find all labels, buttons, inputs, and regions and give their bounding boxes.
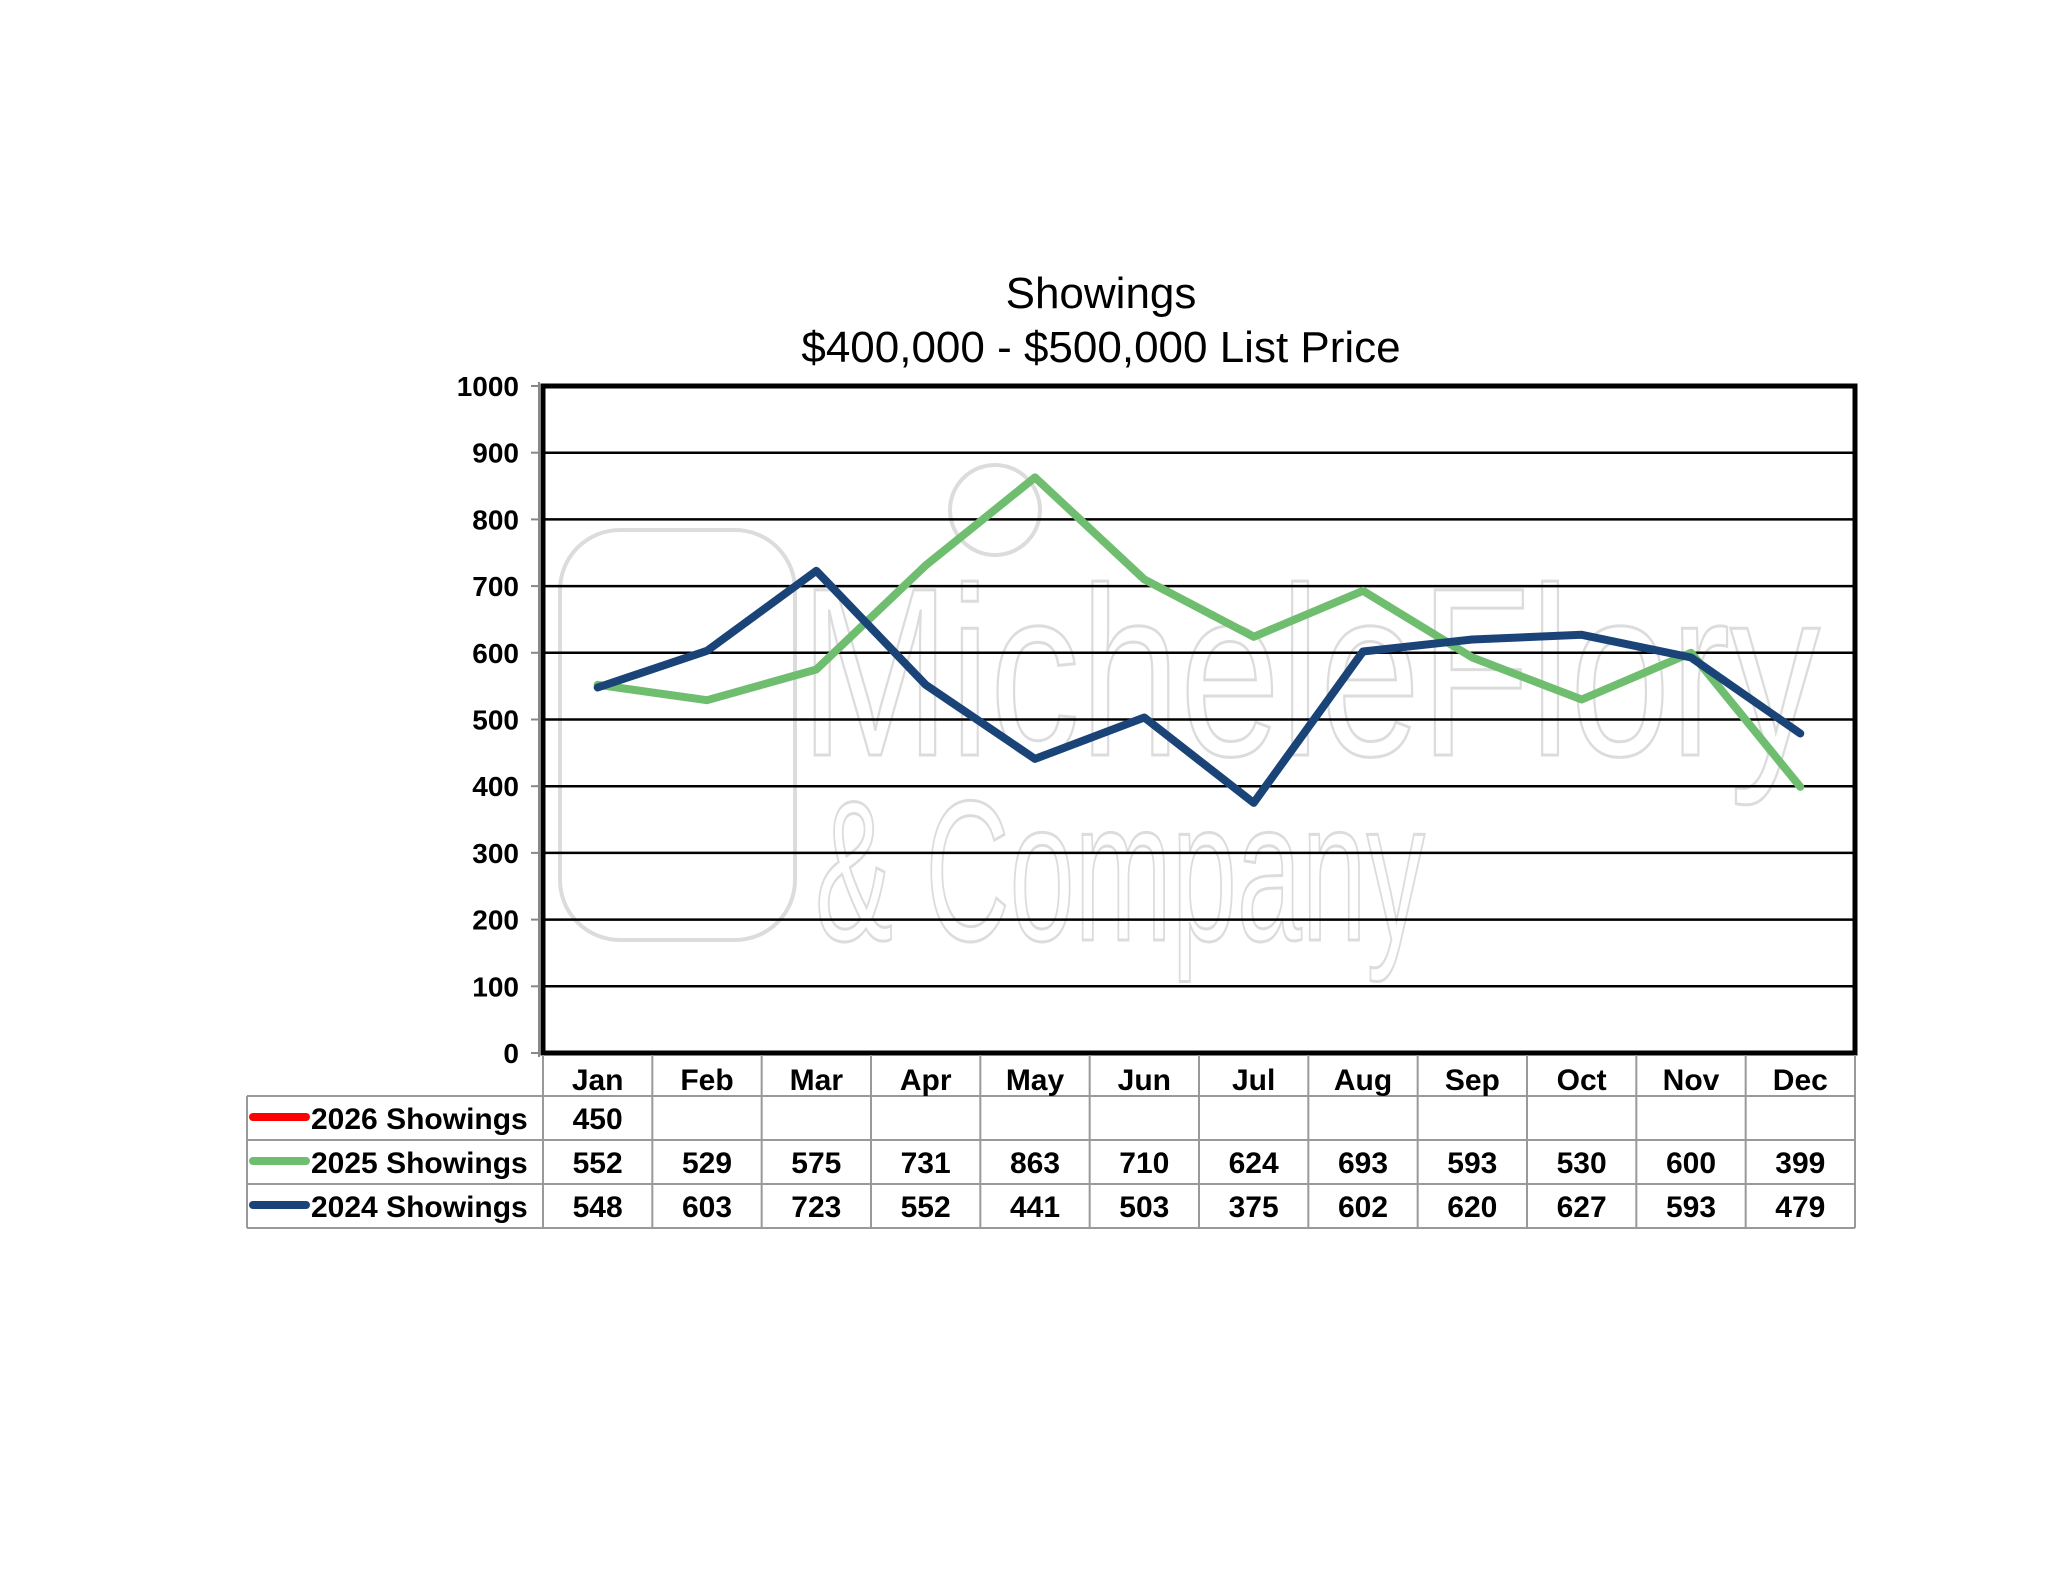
table-cell-value: 552: [901, 1191, 951, 1224]
plot-area-border: [540, 383, 1858, 1056]
series-line-2024-showings: [593, 566, 1805, 807]
x-category-label: May: [1006, 1064, 1065, 1097]
legend-series-label: 2026 Showings: [311, 1103, 528, 1136]
x-category-label: Nov: [1663, 1064, 1720, 1097]
watermark-seal-shape: [948, 463, 1042, 557]
table-cell-value: 600: [1666, 1147, 1716, 1180]
chart-subtitle: $400,000 - $500,000 List Price: [801, 323, 1400, 372]
table-cell-value: 624: [1229, 1147, 1279, 1180]
table-cell-value: 731: [901, 1147, 951, 1180]
watermark-house-shape: [558, 528, 797, 942]
series-lines: [593, 473, 1805, 807]
legend-series-label: 2024 Showings: [311, 1191, 528, 1224]
y-tick-label: 800: [472, 504, 519, 535]
y-tick-label: 0: [503, 1038, 519, 1069]
y-tick-label: 100: [472, 971, 519, 1002]
table-cell-value: 450: [573, 1103, 623, 1136]
table-cell-value: 441: [1010, 1191, 1060, 1224]
x-category-label: Oct: [1557, 1064, 1607, 1097]
y-tick-label: 1000: [457, 371, 519, 402]
x-category-label: Feb: [680, 1064, 733, 1097]
watermark-logo: MicheleFlory & Company: [558, 463, 1822, 985]
y-tick-label: 300: [472, 838, 519, 869]
table-cell-value: 529: [682, 1147, 732, 1180]
table-cell-value: 723: [791, 1191, 841, 1224]
y-axis: 0 100 200 300 400 500 600 700 800 900 1000: [457, 371, 540, 1069]
x-category-label: Jun: [1118, 1064, 1171, 1097]
table-cell-value: 593: [1447, 1147, 1497, 1180]
x-category-label: Apr: [900, 1064, 952, 1097]
table-cell-value: 603: [682, 1191, 732, 1224]
chart-title: Showings: [1006, 269, 1197, 318]
y-tick-label: 200: [472, 905, 519, 936]
data-table: Jan Feb Mar Apr May Jun Jul Aug Sep Oct Nov Dec 2026…: [246, 1055, 1856, 1229]
table-cell-value: 693: [1338, 1147, 1388, 1180]
grid-lines: [543, 451, 1855, 988]
y-tick-label: 600: [472, 638, 519, 669]
table-cell-value: 602: [1338, 1191, 1388, 1224]
watermark-line-2: & Company: [815, 760, 1425, 983]
table-cell-value: 593: [1666, 1191, 1716, 1224]
table-cell-value: 530: [1557, 1147, 1607, 1180]
table-cell-value: 575: [791, 1147, 841, 1180]
table-cell-value: 503: [1119, 1191, 1169, 1224]
table-cell-value: 548: [573, 1191, 623, 1224]
table-cell-value: 710: [1119, 1147, 1169, 1180]
table-cell-value: 620: [1447, 1191, 1497, 1224]
table-cell-value: 863: [1010, 1147, 1060, 1180]
y-tick-label: 900: [472, 438, 519, 469]
x-category-label: Dec: [1773, 1064, 1828, 1097]
y-tick-label: 400: [472, 771, 519, 802]
x-category-label: Jan: [572, 1064, 624, 1097]
y-tick-label: 700: [472, 571, 519, 602]
table-cell-value: 627: [1557, 1191, 1607, 1224]
x-category-label: Jul: [1232, 1064, 1275, 1097]
x-category-label: Mar: [790, 1064, 844, 1097]
table-cell-value: 552: [573, 1147, 623, 1180]
table-cell-value: 375: [1229, 1191, 1279, 1224]
series-line-2025-showings: [593, 473, 1805, 791]
table-cell-value: 479: [1775, 1191, 1825, 1224]
legend-series-label: 2025 Showings: [311, 1147, 528, 1180]
table-cell-value: 399: [1775, 1147, 1825, 1180]
x-category-label: Sep: [1445, 1064, 1500, 1097]
y-tick-label: 500: [472, 705, 519, 736]
x-category-label: Aug: [1334, 1064, 1392, 1097]
